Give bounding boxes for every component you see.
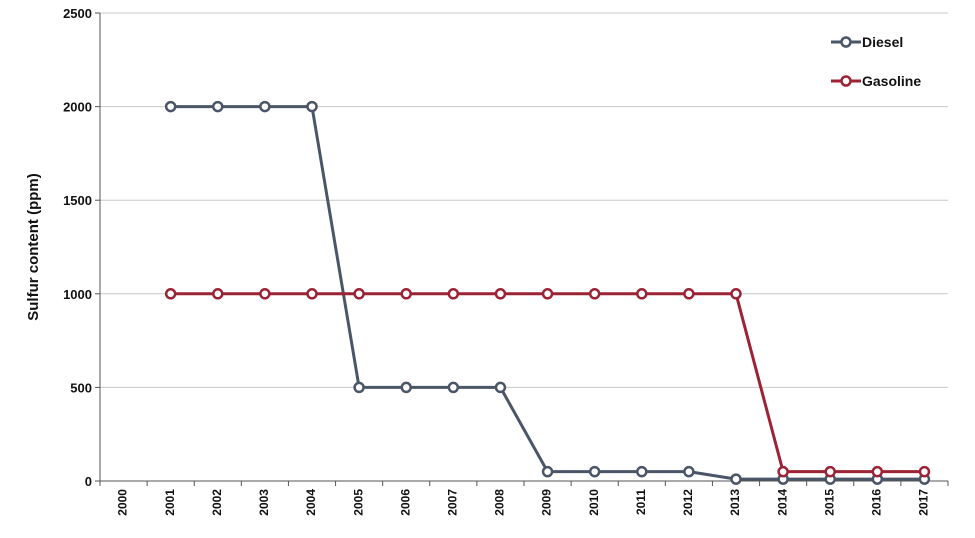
data-point xyxy=(683,288,695,300)
data-point xyxy=(400,381,412,394)
x-tick-label: 2015 xyxy=(822,489,836,516)
data-point xyxy=(400,288,412,300)
x-tick-label: 2000 xyxy=(116,489,130,516)
x-tick-label: 2013 xyxy=(728,489,742,516)
data-point xyxy=(824,465,836,478)
x-tick-label: 2010 xyxy=(587,489,601,516)
data-point xyxy=(588,288,601,300)
x-tick-label: 2007 xyxy=(446,489,460,516)
x-tick-label: 2004 xyxy=(304,489,318,516)
y-tick-labels: 0 500 1000 1500 2000 2500 xyxy=(63,6,100,489)
data-point xyxy=(164,288,177,300)
data-point xyxy=(636,288,648,300)
x-tick-label: 2011 xyxy=(634,489,648,515)
x-tick-label: 2006 xyxy=(398,489,412,516)
y-tick-label: 2000 xyxy=(63,100,92,115)
data-point xyxy=(494,381,507,394)
y-axis-title: Sulfur content (ppm) xyxy=(25,173,42,320)
legend-swatch-marker xyxy=(840,75,852,87)
data-point xyxy=(164,100,177,113)
legend: Diesel Gasoline xyxy=(831,34,921,89)
data-point xyxy=(259,288,271,300)
data-point xyxy=(212,288,224,300)
data-point xyxy=(494,288,507,300)
x-tick-labels: 2000 2001 2002 2003 2004 2005 2006 2007 2008 2009… xyxy=(99,481,949,516)
series-line xyxy=(170,292,925,474)
legend-item-gasoline: Gasoline xyxy=(831,73,921,89)
x-tick-label: 2009 xyxy=(540,489,554,516)
axes xyxy=(99,13,948,482)
data-point xyxy=(541,465,554,478)
x-tick-label: 2001 xyxy=(163,489,177,516)
x-tick-label: 2008 xyxy=(493,489,507,516)
data-point xyxy=(636,465,648,478)
gridlines xyxy=(100,12,948,388)
series xyxy=(164,100,931,485)
data-point xyxy=(588,465,601,478)
data-point xyxy=(918,465,931,478)
data-point xyxy=(777,465,789,478)
x-tick-label: 2016 xyxy=(870,489,884,516)
data-point xyxy=(730,473,742,485)
y-tick-label: 0 xyxy=(85,474,92,489)
data-point xyxy=(212,100,224,113)
data-point xyxy=(353,288,365,300)
legend-item-diesel: Diesel xyxy=(831,34,903,50)
series-gasoline xyxy=(164,288,931,478)
x-tick-label: 2012 xyxy=(681,489,695,516)
data-point xyxy=(447,381,460,394)
y-tick-label: 2500 xyxy=(63,6,92,21)
data-point xyxy=(306,100,318,113)
x-tick-label: 2002 xyxy=(210,489,224,516)
legend-swatch-marker xyxy=(840,36,852,48)
data-point xyxy=(730,288,742,300)
y-tick-label: 1000 xyxy=(63,287,92,302)
data-point xyxy=(447,288,460,300)
y-tick-label: 1500 xyxy=(63,193,92,208)
x-tick-label: 2005 xyxy=(351,489,365,516)
data-point xyxy=(353,381,365,394)
data-point xyxy=(259,100,271,113)
legend-label: Diesel xyxy=(862,34,903,50)
data-point xyxy=(306,288,318,300)
data-point xyxy=(541,288,554,300)
x-tick-label: 2003 xyxy=(257,489,271,516)
legend-label: Gasoline xyxy=(862,73,921,89)
y-tick-label: 500 xyxy=(70,380,92,395)
x-tick-label: 2017 xyxy=(917,489,931,516)
data-point xyxy=(871,465,884,478)
data-point xyxy=(683,465,695,478)
x-tick-label: 2014 xyxy=(775,489,789,516)
